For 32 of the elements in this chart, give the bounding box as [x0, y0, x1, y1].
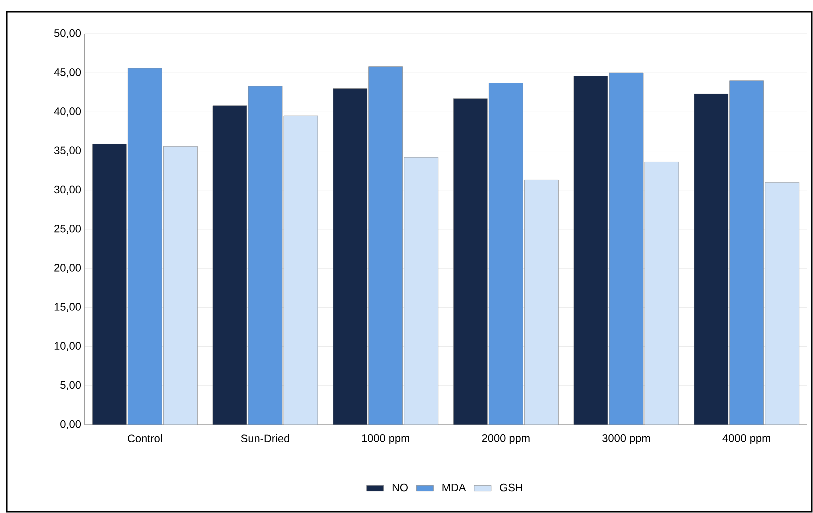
y-tick-label: 35,00: [54, 146, 82, 156]
bar: [163, 146, 198, 425]
y-tick-label: 45,00: [54, 68, 82, 78]
x-tick-label: 3000 ppm: [602, 434, 650, 444]
x-tick-label: Sun-Dried: [241, 434, 290, 443]
bar: [368, 66, 404, 425]
bar: [404, 157, 439, 425]
bar: [488, 83, 524, 425]
y-tick-label: 15,00: [54, 303, 82, 312]
bar: [248, 86, 283, 425]
y-tick-label: 30,00: [54, 186, 82, 195]
x-tick-label: 2000 ppm: [482, 434, 530, 444]
bar: [609, 72, 644, 425]
y-tick-label: 25,00: [54, 224, 82, 234]
y-tick-label: 10,00: [54, 342, 82, 352]
legend-label: MDA: [442, 484, 466, 492]
bar: [284, 116, 318, 425]
legend-label: NO: [392, 484, 408, 492]
y-tick-label: 5,00: [60, 381, 82, 390]
x-tick-label: 1000 ppm: [362, 434, 410, 444]
legend-label: GSH: [500, 484, 522, 492]
x-tick-label: Control: [128, 434, 162, 443]
y-tick-label: 20,00: [54, 264, 82, 274]
y-tick-label: 0,00: [60, 420, 82, 430]
y-tick-label: 50,00: [54, 29, 82, 39]
bar: [524, 180, 559, 425]
x-tick-label: 4000 ppm: [722, 434, 770, 444]
bar: [730, 80, 764, 425]
y-tick-label: 40,00: [54, 108, 82, 117]
bar: [644, 162, 680, 425]
bar: [128, 68, 162, 425]
bar: [765, 182, 800, 425]
